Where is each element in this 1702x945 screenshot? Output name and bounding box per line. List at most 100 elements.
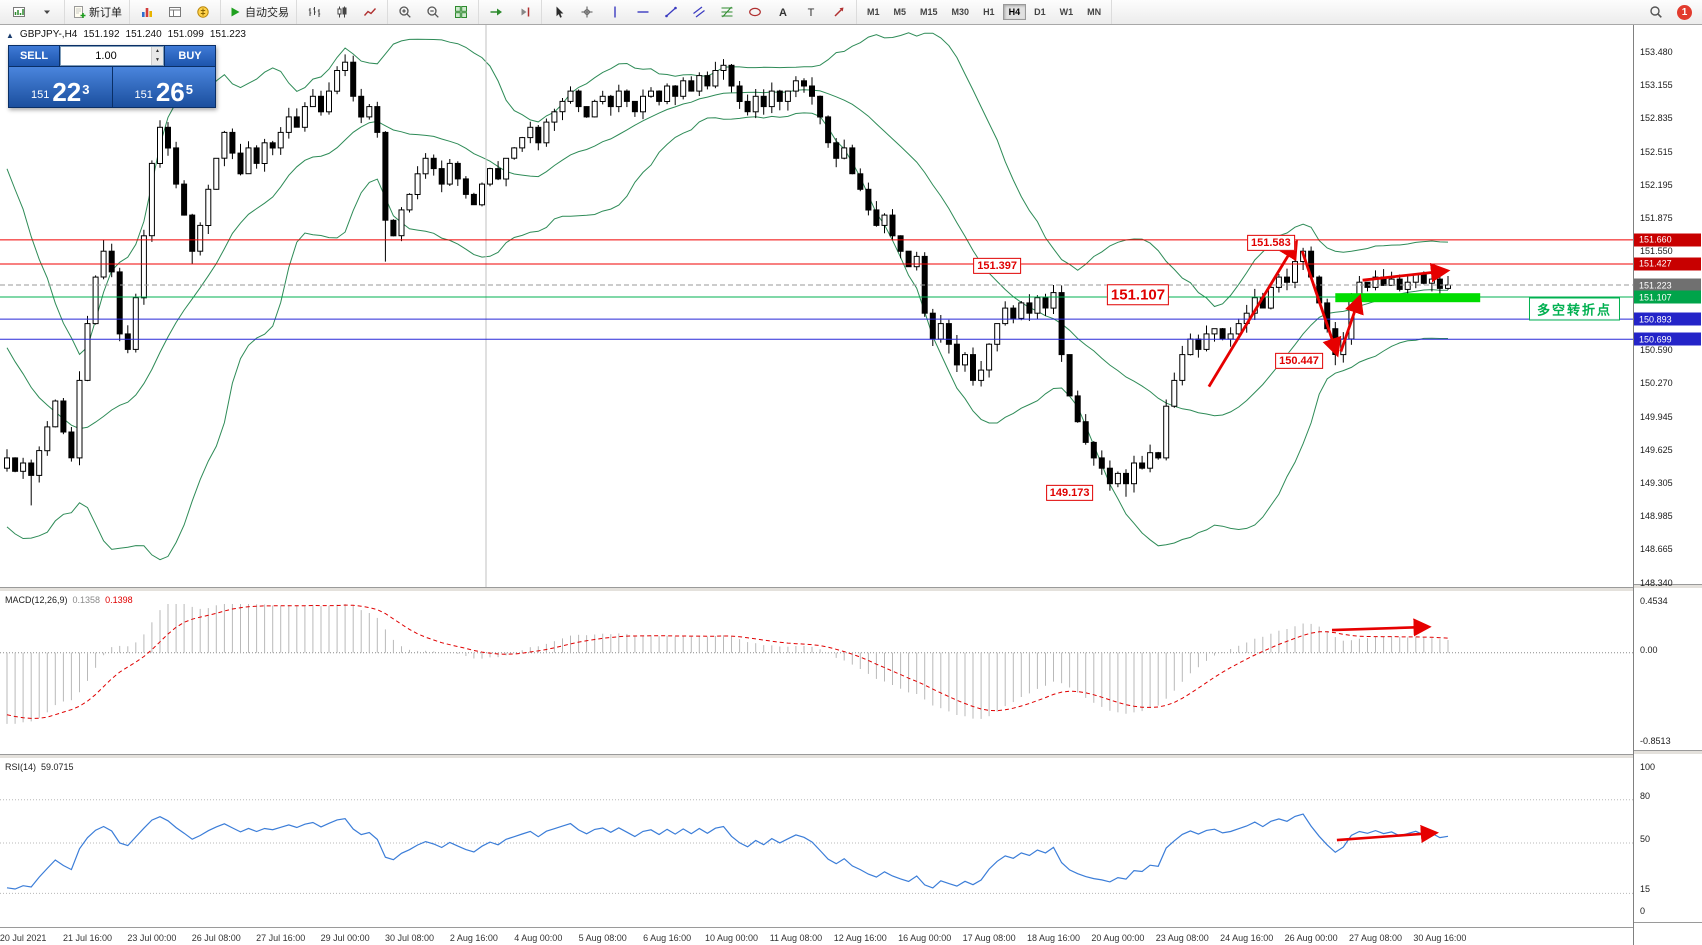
vertical-line-tool-button[interactable]: [601, 1, 629, 23]
timeframe-m30-button[interactable]: M30: [951, 7, 970, 17]
price-tick: 151.550: [1640, 246, 1673, 257]
label-tool-button[interactable]: T: [797, 1, 825, 23]
time-label: 4 Aug 00:00: [514, 933, 563, 943]
time-label: 18 Aug 16:00: [1026, 933, 1081, 943]
rsi-plot[interactable]: [0, 759, 1634, 927]
data-window-icon: [169, 7, 181, 17]
rsi-panel[interactable]: RSI(14) 59.0715: [0, 759, 1634, 927]
market-watch-icon: [142, 8, 152, 17]
panel-separator-macd[interactable]: [0, 587, 1634, 592]
macd-axis[interactable]: 0.4534 0.00 -0.8513: [1634, 588, 1702, 751]
chart-list-dropdown-button[interactable]: [33, 1, 61, 23]
chart-mode-group: [297, 0, 388, 24]
crosshair-tool-button[interactable]: [573, 1, 601, 23]
timeframe-m1-button[interactable]: M1: [867, 7, 880, 17]
macd-plot[interactable]: [0, 592, 1634, 754]
shapes-tool-button[interactable]: [741, 1, 769, 23]
rsi-value: 59.0715: [41, 762, 74, 772]
chart-shift-button[interactable]: [510, 1, 538, 23]
crosshair-icon: [581, 6, 593, 18]
buy-price-prefix: 151: [134, 89, 153, 101]
autotrade-button[interactable]: 自动交易: [224, 1, 293, 23]
market-watch-button[interactable]: [133, 1, 161, 23]
main-chart-panel[interactable]: ▲ GBPJPY-,H4 151.192 151.240 151.099 151…: [0, 25, 1634, 587]
rsi-axis[interactable]: 100 80 50 15 0: [1634, 755, 1702, 923]
time-label: 10 Aug 00:00: [704, 933, 759, 943]
timeframe-h4-button[interactable]: H4: [1002, 4, 1027, 20]
timeframe-m15-button[interactable]: M15: [920, 7, 938, 17]
main-chart-plot[interactable]: [0, 25, 1634, 587]
data-window-button[interactable]: [161, 1, 189, 23]
time-label: 23 Aug 08:00: [1155, 933, 1209, 943]
sell-price-main: 22: [52, 76, 82, 107]
lot-input[interactable]: [61, 47, 152, 65]
green-support-bar[interactable]: [1335, 293, 1481, 303]
timeframe-mn-button[interactable]: MN: [1087, 7, 1102, 17]
fibonacci-tool-button[interactable]: [713, 1, 741, 23]
macd-panel[interactable]: MACD(12,26,9) 0.1358 0.1398: [0, 592, 1634, 754]
price-annotation-150.447[interactable]: 150.447: [1275, 352, 1323, 369]
text-tool-button[interactable]: A: [769, 1, 797, 23]
line-chart-mode-button[interactable]: [356, 1, 384, 23]
zoom-in-button[interactable]: [391, 1, 419, 23]
timeframes-group: M1 M5 M15 M30 H1 H4 D1 W1 MN: [857, 0, 1113, 24]
price-tick: 153.155: [1640, 80, 1673, 91]
price-tag-150.699: 150.699: [1634, 332, 1701, 346]
turning-point-note[interactable]: 多空转折点: [1528, 297, 1620, 321]
bar-chart-mode-button[interactable]: [300, 1, 328, 23]
time-label: 29 Jul 00:00: [320, 933, 370, 943]
timeframe-d1-button[interactable]: D1: [1034, 7, 1046, 17]
buy-header[interactable]: BUY: [165, 46, 215, 66]
horizontal-line-tool-button[interactable]: [629, 1, 657, 23]
new-chart-button[interactable]: [5, 1, 33, 23]
zoom-out-button[interactable]: [419, 1, 447, 23]
bollinger-bands: [6, 32, 1449, 561]
arrows-tool-button[interactable]: [825, 1, 853, 23]
navigator-button[interactable]: [189, 1, 217, 23]
cursor-tool-button[interactable]: [545, 1, 573, 23]
candlestick-mode-button[interactable]: [328, 1, 356, 23]
timeframe-m5-button[interactable]: M5: [893, 7, 907, 17]
macd-arrow: [1331, 618, 1432, 637]
svg-text:T: T: [808, 7, 815, 19]
sell-header[interactable]: SELL: [9, 46, 59, 66]
channel-tool-button[interactable]: [685, 1, 713, 23]
trend-arrows[interactable]: [1207, 239, 1451, 388]
price-annotation-149.173[interactable]: 149.173: [1045, 484, 1094, 502]
time-label: 27 Aug 08:00: [1348, 933, 1403, 943]
one-click-collapse-icon[interactable]: ▲: [6, 31, 14, 40]
time-label: 30 Aug 16:00: [1413, 933, 1467, 943]
buy-price-main: 26: [155, 76, 185, 107]
notification-badge[interactable]: 1: [1677, 4, 1692, 20]
price-annotation-151.583[interactable]: 151.583: [1246, 234, 1295, 252]
timeframe-h1-button[interactable]: H1: [983, 7, 995, 17]
price-axis-column: 153.480 153.155 152.835 152.515 152.195 151.8…: [1633, 25, 1702, 945]
buy-button[interactable]: 151 26 5: [112, 67, 215, 107]
new-chart-icon: [13, 7, 25, 17]
rsi-axis-tick: 0: [1640, 906, 1646, 917]
price-tick: 151.875: [1640, 212, 1673, 223]
lot-decrease-button[interactable]: ▼: [152, 56, 163, 65]
price-annotation-151.397[interactable]: 151.397: [973, 257, 1022, 274]
panel-separator-rsi[interactable]: [0, 754, 1634, 759]
trendline-tool-button[interactable]: [657, 1, 685, 23]
auto-scroll-button[interactable]: [482, 1, 510, 23]
price-tag-150.893: 150.893: [1634, 312, 1701, 326]
horizontal-level-lines: [0, 239, 1634, 340]
price-annotation-151.107[interactable]: 151.107: [1106, 283, 1170, 306]
rsi-axis-tick: 15: [1640, 884, 1651, 895]
main-price-axis[interactable]: 153.480 153.155 152.835 152.515 152.195 151.8…: [1634, 25, 1702, 588]
rsi-label: RSI(14) 59.0715: [5, 762, 74, 772]
price-tag-151.427: 151.427: [1634, 257, 1701, 271]
search-button[interactable]: [1642, 1, 1670, 23]
timeframe-w1-button[interactable]: W1: [1059, 7, 1074, 17]
tile-windows-button[interactable]: [447, 1, 475, 23]
macd-histogram: [6, 604, 1449, 724]
sell-button[interactable]: 151 22 3: [9, 67, 112, 107]
lot-increase-button[interactable]: ▲: [152, 47, 163, 56]
new-order-label: 新订单: [89, 7, 122, 19]
new-order-button[interactable]: 新订单: [68, 1, 126, 23]
time-axis[interactable]: 20 Jul 2021 21 Jul 16:00 23 Jul 00:00 26 Ju…: [0, 927, 1634, 945]
macd-signal-value: 0.1398: [105, 595, 133, 605]
